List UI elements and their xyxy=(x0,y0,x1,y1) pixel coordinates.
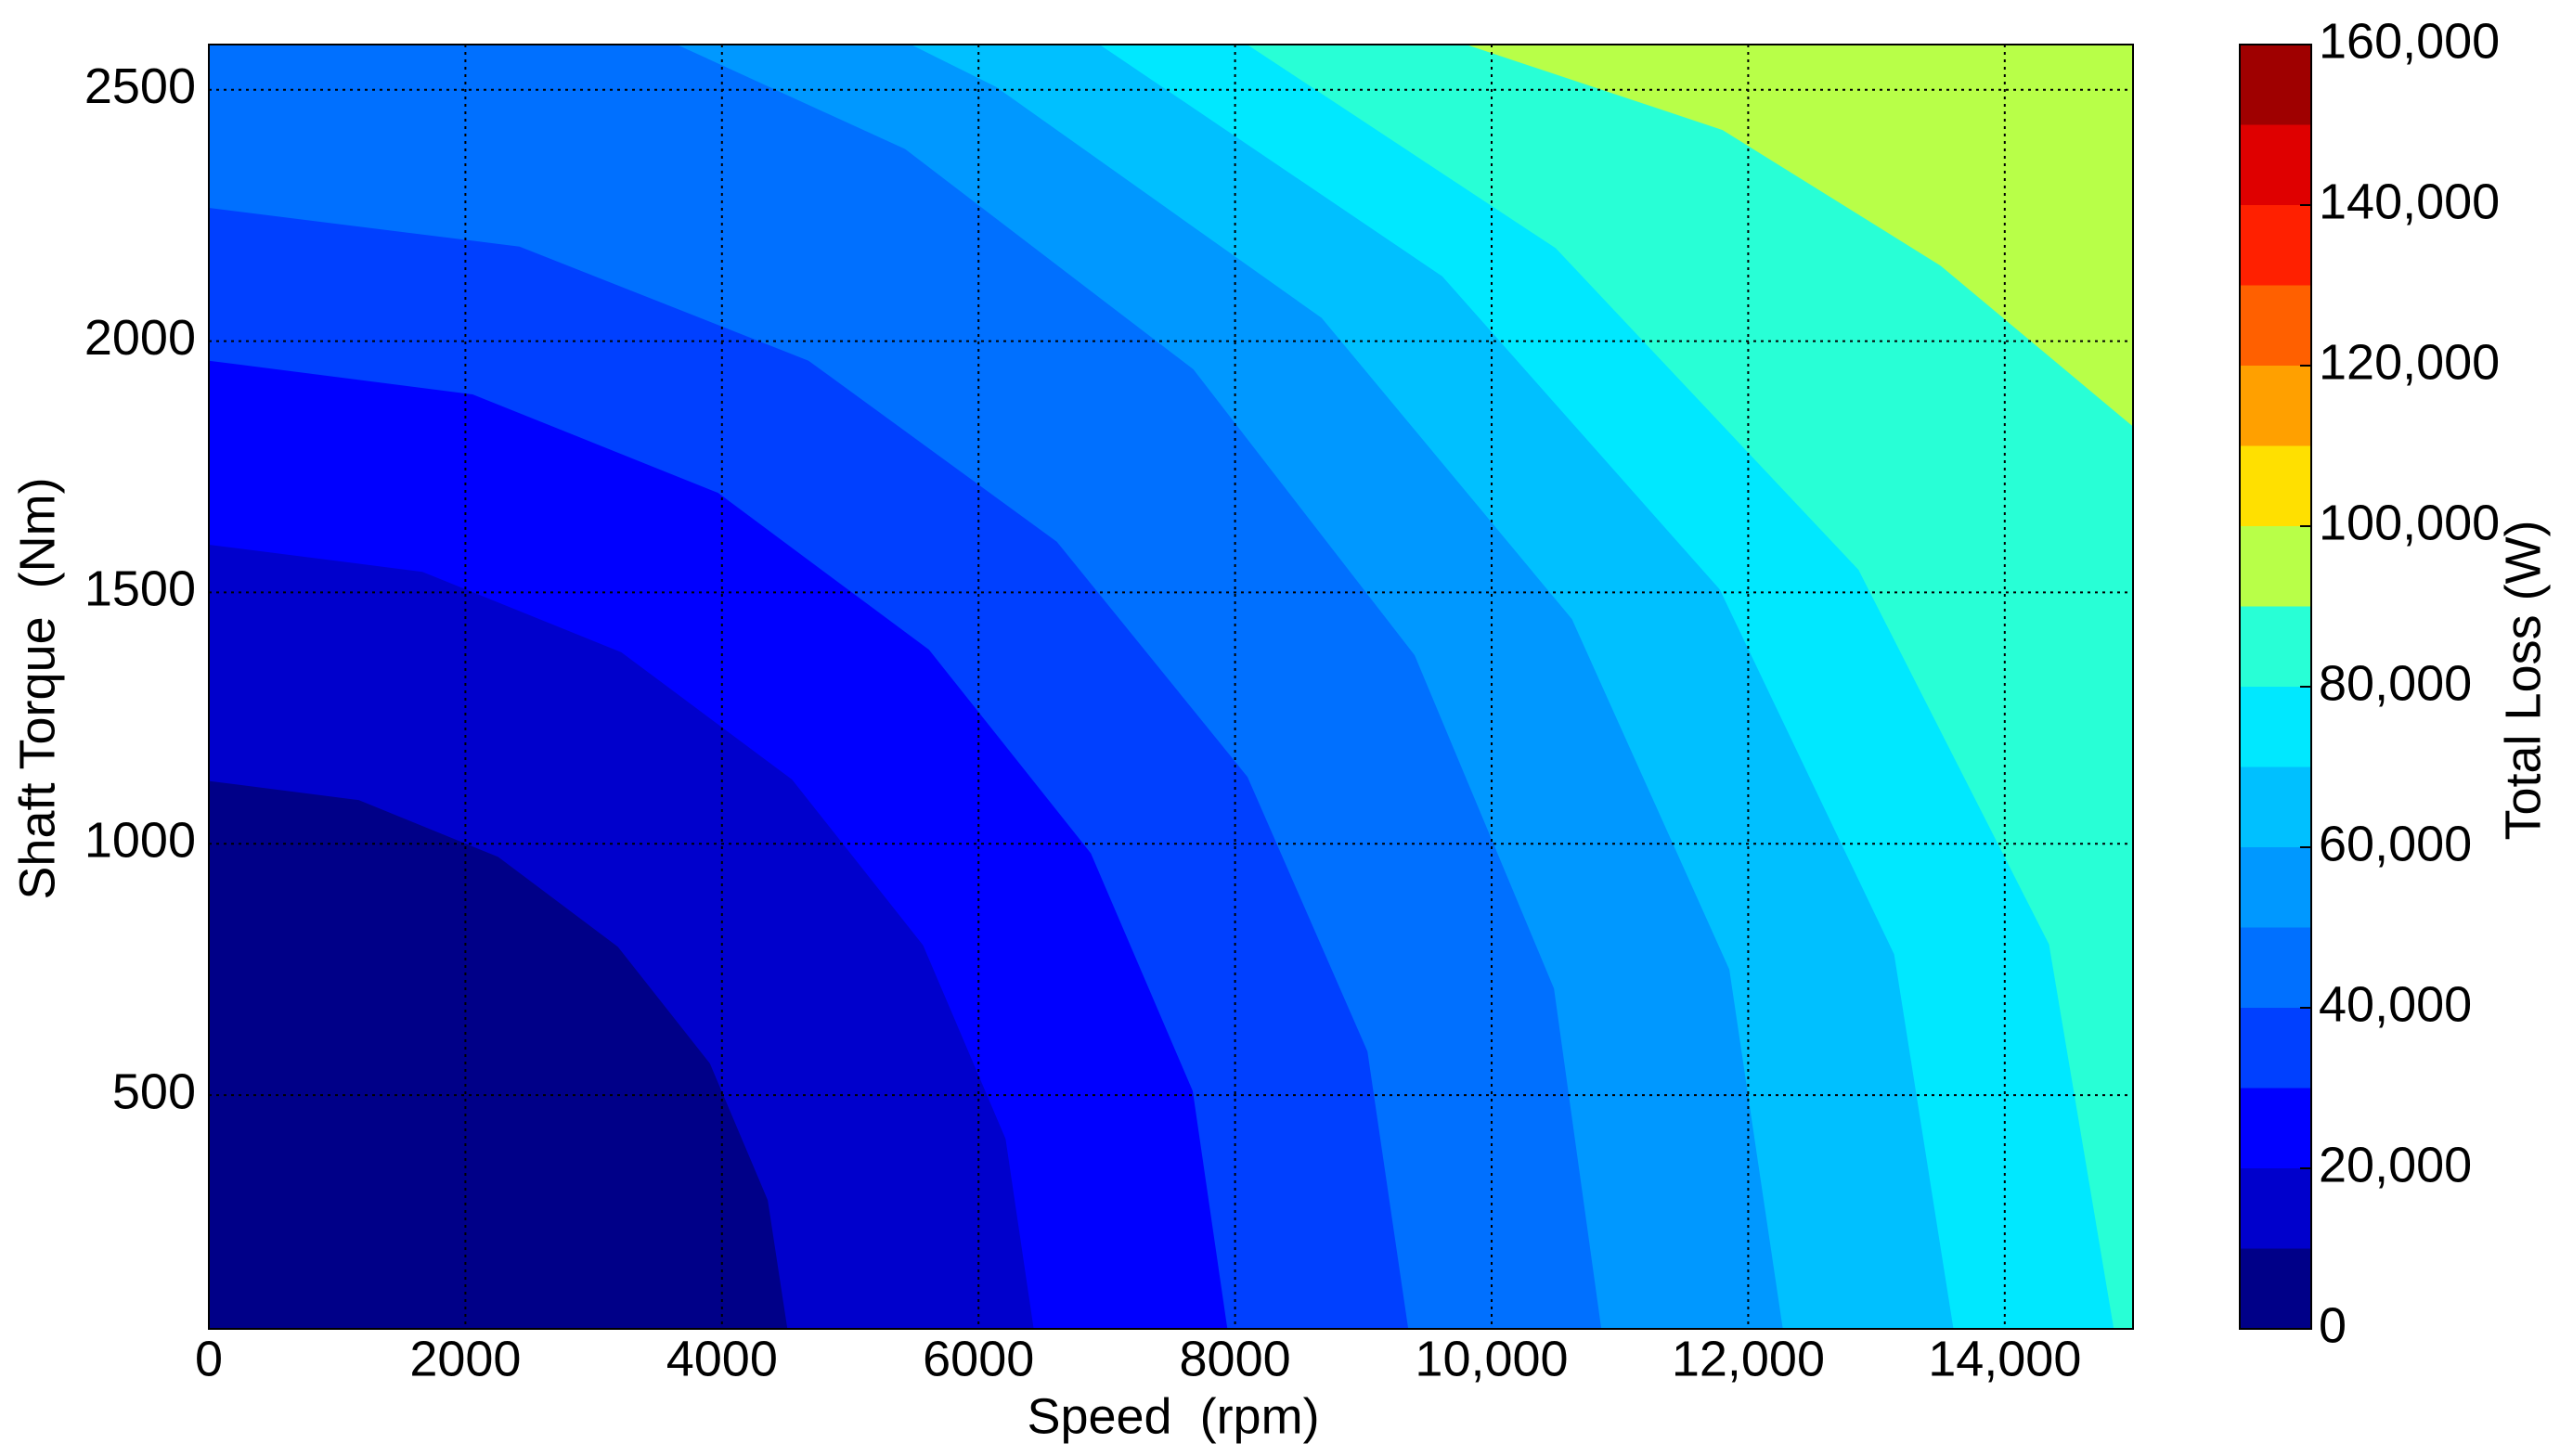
y-tick-label: 500 xyxy=(112,1063,196,1119)
colorbar-band xyxy=(2240,205,2311,286)
x-tick-label: 0 xyxy=(195,1331,223,1386)
colorbar-tick-label: 120,000 xyxy=(2319,334,2500,390)
colorbar-tick-label: 60,000 xyxy=(2319,816,2472,871)
y-axis-label: Shaft Torque (Nm) xyxy=(9,477,65,899)
colorbar-band xyxy=(2240,687,2311,767)
contour-fills xyxy=(209,45,2133,1329)
x-tick-label: 12,000 xyxy=(1672,1331,1825,1386)
colorbar-label: Total Loss (W) xyxy=(2495,520,2551,840)
x-axis-label: Speed (rpm) xyxy=(1027,1388,1319,1444)
y-tick-label: 1500 xyxy=(84,561,196,617)
colorbar-band xyxy=(2240,1088,2311,1168)
colorbar-band xyxy=(2240,1008,2311,1089)
y-tick-label: 2000 xyxy=(84,310,196,366)
plot-frame xyxy=(208,44,2134,1330)
colorbar-band xyxy=(2240,124,2311,205)
colorbar-tick-label: 20,000 xyxy=(2319,1137,2472,1192)
colorbar-tick-label: 40,000 xyxy=(2319,976,2472,1032)
x-tick-label: 4000 xyxy=(666,1331,778,1386)
colorbar-band xyxy=(2240,445,2311,526)
colorbar-band xyxy=(2240,526,2311,607)
colorbar-band xyxy=(2240,1168,2311,1249)
colorbar-tick-label: 80,000 xyxy=(2319,655,2472,711)
colorbar-tick-label: 100,000 xyxy=(2319,495,2500,550)
colorbar-band xyxy=(2240,285,2311,366)
y-tick-label: 1000 xyxy=(84,813,196,869)
colorbar-band xyxy=(2240,45,2311,125)
colorbar-tick-label: 140,000 xyxy=(2319,174,2500,229)
colorbar-band xyxy=(2240,606,2311,687)
colorbar-tick-label: 160,000 xyxy=(2319,13,2500,69)
colorbar-tick-label: 0 xyxy=(2319,1297,2347,1353)
colorbar-band xyxy=(2240,767,2311,847)
contour-band xyxy=(209,780,2133,1329)
x-tick-label: 8000 xyxy=(1180,1331,1291,1386)
colorbar-band xyxy=(2240,366,2311,446)
colorbar-band xyxy=(2240,927,2311,1008)
y-tick-label: 2500 xyxy=(84,58,196,114)
x-tick-label: 2000 xyxy=(409,1331,521,1386)
axes: 0 2000 4000 6000 8000 10,000 12,000 14,000 500 10… xyxy=(84,13,2500,1386)
x-tick-label: 14,000 xyxy=(1928,1331,2081,1386)
x-tick-label: 10,000 xyxy=(1415,1331,1568,1386)
colorbar-band xyxy=(2240,847,2311,928)
colorbar-band xyxy=(2240,1248,2311,1329)
x-tick-label: 6000 xyxy=(923,1331,1034,1386)
